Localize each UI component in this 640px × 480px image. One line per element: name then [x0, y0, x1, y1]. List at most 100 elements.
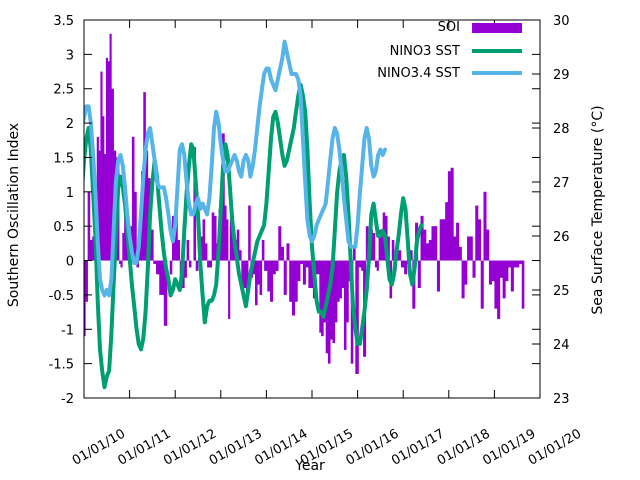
soi-bar	[111, 88, 114, 261]
legend-label-nino34: NINO3.4 SST	[377, 66, 460, 81]
soi-bar	[150, 229, 154, 261]
soi-bar	[428, 239, 432, 261]
soi-bar	[104, 154, 107, 261]
soi-bar	[378, 229, 381, 261]
soi-bar	[521, 260, 525, 309]
nino34-sst-line	[84, 39, 387, 298]
soi-bar	[226, 219, 229, 261]
soi-bar	[434, 226, 438, 261]
legend-swatch-soi	[472, 23, 522, 33]
legend-label-nino3: NINO3 SST	[390, 44, 460, 59]
soi-bar	[337, 260, 340, 302]
soi-bar	[213, 215, 217, 261]
soi-bar	[272, 260, 276, 275]
soi-bar	[241, 260, 244, 292]
soi-bar	[243, 260, 247, 289]
soi-bar	[445, 202, 449, 261]
soi-bar	[92, 236, 95, 261]
soi-bar	[317, 260, 320, 275]
soi-bar	[513, 260, 517, 268]
soi-bar	[300, 260, 304, 264]
soi-bar	[257, 260, 260, 285]
soi-bar	[456, 222, 460, 261]
soi-bar	[327, 260, 331, 364]
soi-bar	[404, 260, 408, 275]
soi-bar	[505, 260, 509, 282]
soi-bar	[275, 260, 279, 271]
y-tick-label: 1	[66, 186, 74, 201]
soi-bar	[346, 260, 349, 323]
soi-bar	[204, 243, 208, 261]
x-tick-label: 01/01/20	[526, 426, 584, 468]
soi-bar	[211, 212, 215, 261]
soi-bar	[480, 260, 484, 309]
soi-bar	[387, 236, 390, 261]
soi-bar	[431, 226, 435, 261]
soi-bar	[391, 239, 395, 261]
soi-bar	[334, 260, 338, 323]
soi-bar	[255, 260, 258, 306]
soi-bar	[289, 260, 293, 302]
soi-bar	[308, 260, 314, 289]
soi-bar	[202, 219, 206, 261]
y2-tick-label: 29	[553, 68, 570, 83]
soi-bar	[353, 246, 356, 261]
soi-bar	[483, 191, 487, 261]
soi-bar	[163, 260, 168, 326]
y-tick-label: -0.5	[49, 289, 74, 304]
soi-bar	[134, 191, 137, 261]
soi-bar	[153, 260, 157, 264]
soi-bar	[188, 260, 192, 268]
y-tick-label: 1.5	[53, 151, 74, 166]
soi-bar	[195, 260, 199, 271]
soi-bar	[102, 116, 105, 261]
soi-bar	[252, 260, 256, 275]
soi-bar	[332, 260, 336, 344]
y-tick-label: 2	[66, 117, 74, 132]
soi-bar	[291, 260, 295, 316]
soi-bar	[261, 239, 265, 261]
y-tick-label: 2.5	[53, 83, 74, 98]
soi-bar	[372, 233, 376, 261]
soi-bar	[159, 260, 162, 295]
y-axis-title: Southern Oscillation Index	[6, 123, 22, 307]
soi-bar	[228, 260, 231, 319]
soi-bar	[450, 167, 454, 261]
soi-bar	[297, 260, 301, 282]
soi-bar	[453, 236, 457, 261]
soi-bar	[96, 136, 99, 261]
soi-bar	[209, 260, 212, 268]
y-tick-label: 3	[66, 48, 74, 63]
soi-bar	[264, 260, 268, 271]
legend-label-soi: SOI	[438, 20, 460, 35]
soi-bar	[464, 260, 468, 285]
soi-bar	[502, 260, 506, 299]
soi-bar	[161, 260, 165, 295]
soi-bar	[361, 260, 364, 271]
x-axis-title: Year	[294, 458, 325, 474]
y2-tick-label: 25	[553, 284, 570, 299]
soi-bar	[186, 239, 190, 261]
soi-bar	[516, 260, 520, 268]
soi-bar	[321, 260, 324, 337]
soi-bar	[84, 260, 86, 337]
soi-bar	[169, 260, 173, 275]
soi-bar	[107, 61, 110, 261]
soi-bar	[98, 150, 101, 261]
soi-bar	[458, 246, 462, 261]
y-tick-label: 0	[66, 255, 74, 270]
y2-tick-label: 28	[553, 122, 570, 137]
soi-bar	[174, 212, 178, 261]
soi-bar	[469, 236, 473, 261]
soi-bar	[488, 260, 492, 285]
soi-bar	[400, 260, 405, 268]
y-tick-label: 3.5	[53, 14, 74, 29]
soi-bar	[131, 136, 135, 261]
soi-bar	[341, 260, 345, 289]
soi-bar	[278, 226, 282, 261]
soi-bar	[109, 33, 112, 261]
soi-bar	[494, 260, 498, 309]
soi-bar	[224, 205, 227, 261]
soi-bar	[409, 250, 413, 261]
soi-bar	[236, 229, 240, 261]
